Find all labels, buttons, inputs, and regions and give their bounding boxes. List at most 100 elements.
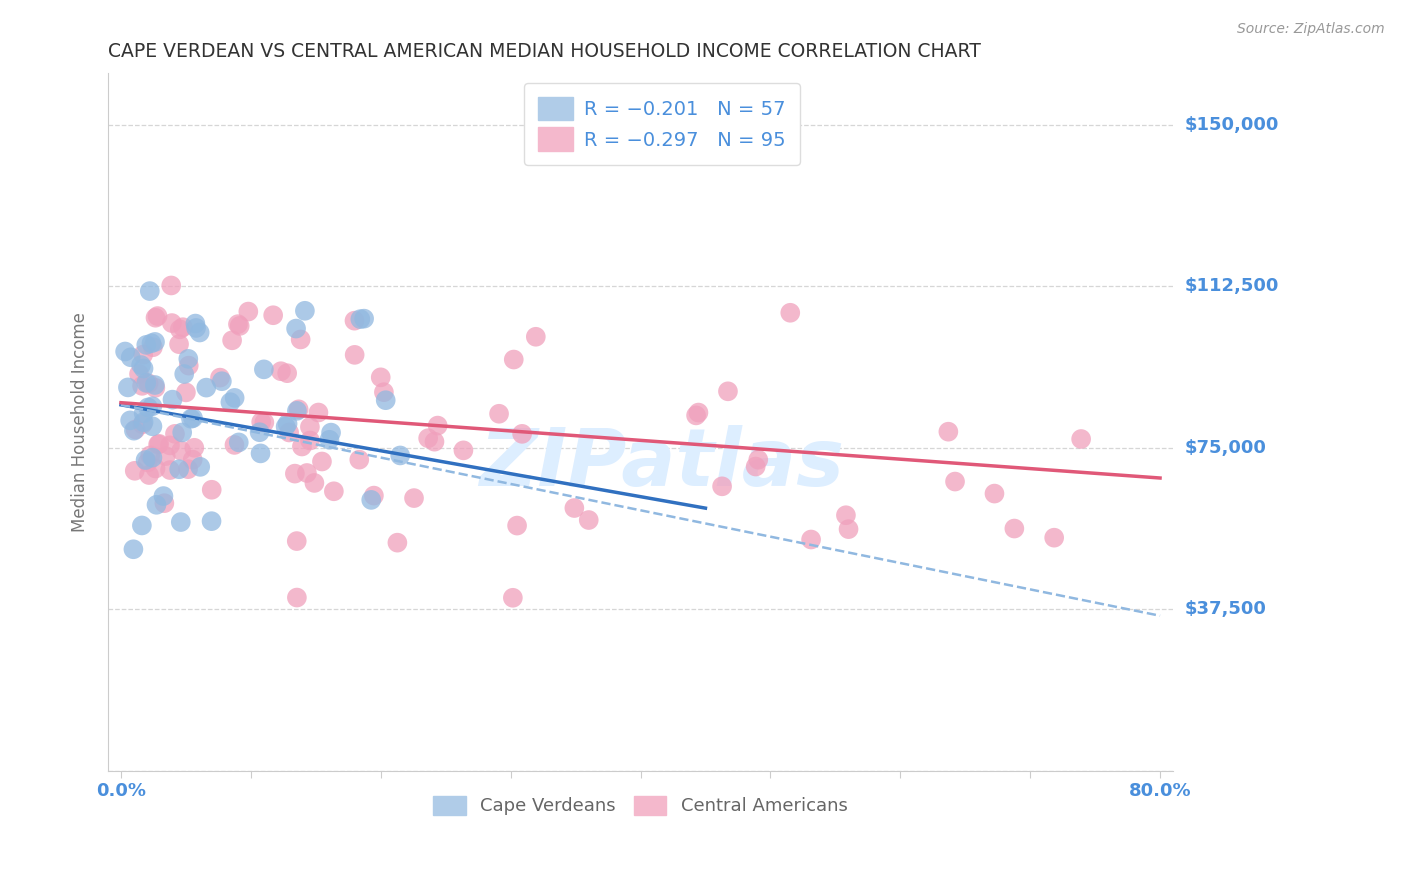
Point: [374, 393, 396, 408]
Point: [838, 522, 860, 536]
Point: [141, 399, 163, 413]
Point: [524, 330, 547, 344]
Point: [747, 452, 769, 467]
Point: [284, 467, 307, 481]
Point: [181, 411, 204, 425]
Point: [274, 419, 297, 434]
Point: [174, 385, 197, 400]
Point: [159, 463, 181, 477]
Point: [132, 415, 155, 429]
Point: [177, 462, 200, 476]
Point: [304, 475, 326, 490]
Point: [201, 483, 224, 497]
Text: ZIPatlas: ZIPatlas: [479, 425, 845, 503]
Text: $37,500: $37,500: [1184, 600, 1265, 618]
Point: [136, 455, 159, 469]
Point: [135, 338, 157, 352]
Point: [180, 411, 202, 425]
Point: [211, 374, 233, 388]
Point: [285, 591, 308, 605]
Point: [224, 438, 246, 452]
Point: [143, 378, 166, 392]
Point: [177, 351, 200, 366]
Point: [253, 416, 276, 430]
Point: [142, 340, 165, 354]
Point: [276, 366, 298, 380]
Point: [184, 317, 207, 331]
Point: [363, 489, 385, 503]
Point: [226, 317, 249, 331]
Point: [943, 475, 966, 489]
Point: [146, 437, 169, 451]
Point: [143, 334, 166, 349]
Point: [172, 320, 194, 334]
Point: [169, 322, 191, 336]
Point: [295, 466, 318, 480]
Point: [717, 384, 740, 399]
Point: [402, 491, 425, 505]
Point: [153, 496, 176, 510]
Point: [502, 352, 524, 367]
Point: [141, 336, 163, 351]
Point: [122, 424, 145, 438]
Point: [162, 392, 184, 407]
Point: [141, 419, 163, 434]
Point: [389, 449, 412, 463]
Point: [318, 433, 340, 447]
Point: [250, 415, 273, 429]
Point: [299, 434, 322, 448]
Point: [188, 326, 211, 340]
Text: Source: ZipAtlas.com: Source: ZipAtlas.com: [1237, 22, 1385, 37]
Point: [311, 454, 333, 468]
Point: [131, 518, 153, 533]
Point: [685, 409, 707, 423]
Point: [132, 361, 155, 376]
Point: [983, 486, 1005, 500]
Point: [298, 420, 321, 434]
Point: [208, 370, 231, 384]
Point: [143, 381, 166, 395]
Point: [453, 443, 475, 458]
Point: [278, 425, 301, 440]
Point: [138, 376, 160, 391]
Point: [219, 395, 242, 409]
Point: [184, 321, 207, 335]
Point: [132, 348, 155, 362]
Point: [506, 518, 529, 533]
Point: [155, 449, 177, 463]
Point: [238, 304, 260, 318]
Point: [122, 542, 145, 557]
Point: [426, 418, 449, 433]
Point: [578, 513, 600, 527]
Point: [139, 449, 162, 463]
Point: [195, 381, 218, 395]
Point: [688, 406, 710, 420]
Point: [170, 443, 193, 458]
Point: [249, 425, 271, 440]
Point: [228, 435, 250, 450]
Point: [291, 440, 314, 454]
Point: [117, 380, 139, 394]
Point: [163, 426, 186, 441]
Point: [488, 407, 510, 421]
Point: [200, 514, 222, 528]
Point: [319, 425, 342, 440]
Point: [510, 426, 533, 441]
Point: [120, 351, 142, 365]
Point: [418, 431, 440, 445]
Point: [938, 425, 960, 439]
Point: [160, 316, 183, 330]
Point: [228, 318, 250, 333]
Point: [160, 278, 183, 293]
Point: [349, 452, 371, 467]
Point: [114, 344, 136, 359]
Point: [167, 462, 190, 476]
Point: [124, 422, 146, 436]
Point: [1043, 531, 1066, 545]
Point: [262, 308, 284, 322]
Point: [277, 417, 299, 431]
Point: [253, 362, 276, 376]
Point: [249, 446, 271, 460]
Point: [343, 348, 366, 362]
Point: [373, 385, 395, 400]
